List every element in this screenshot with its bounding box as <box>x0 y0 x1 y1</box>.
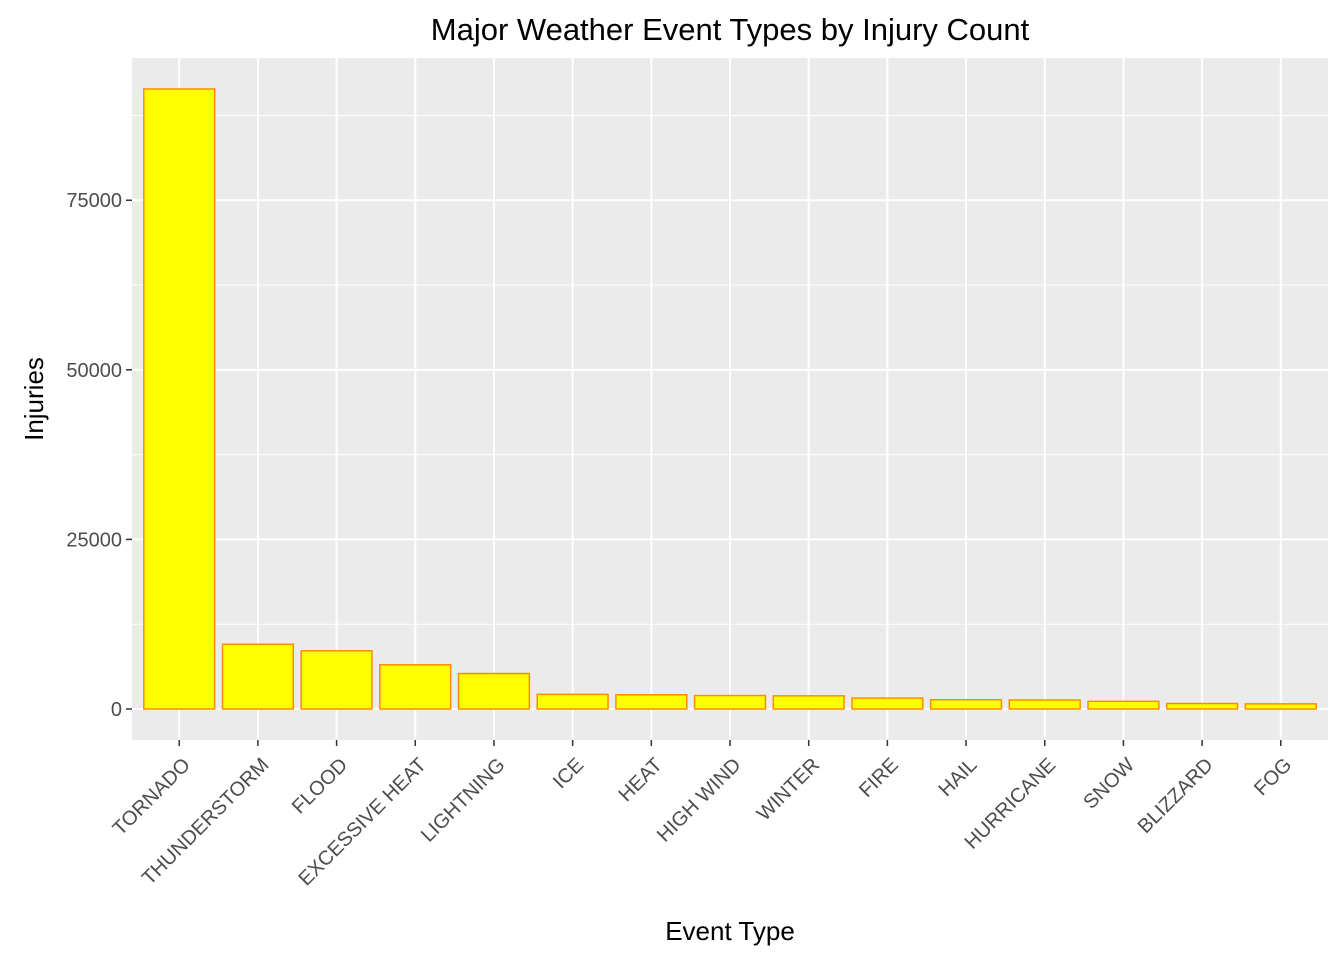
x-tick-label: HIGH WIND <box>653 754 746 847</box>
chart-title: Major Weather Event Types by Injury Coun… <box>431 12 1030 47</box>
y-tick-label: 25000 <box>66 529 122 551</box>
x-tick-label: LIGHTNING <box>417 754 510 847</box>
bar-winter <box>772 695 845 710</box>
bar-high-wind <box>693 694 767 710</box>
x-tick-label: FLOOD <box>288 754 352 818</box>
y-tick-label: 75000 <box>66 190 122 212</box>
bar-ice <box>536 693 609 710</box>
y-axis-title: Injuries <box>19 357 49 441</box>
bars <box>143 88 1317 710</box>
x-tick-label: FOG <box>1250 754 1296 800</box>
y-tick-label: 0 <box>111 699 122 721</box>
y-axis: 0 25000 50000 75000 <box>66 190 132 721</box>
x-tick-label: HAIL <box>935 754 982 801</box>
x-tick-label: FIRE <box>855 754 903 802</box>
bar-flood <box>300 650 373 710</box>
x-tick-label: BLIZZARD <box>1134 754 1218 838</box>
bar-thunderstorm <box>221 643 295 710</box>
bar-hurricane <box>1008 699 1081 710</box>
bar-blizzard <box>1165 702 1239 710</box>
x-tick-label: TORNADO <box>109 754 195 840</box>
x-tick-label: WINTER <box>753 754 824 825</box>
x-tick-label: HEAT <box>615 754 667 806</box>
x-axis-title: Event Type <box>665 916 795 946</box>
bar-tornado <box>143 88 216 710</box>
bar-lightning <box>457 672 531 710</box>
bar-heat <box>615 694 688 710</box>
bar-fog <box>1244 703 1317 710</box>
bar-hail <box>929 698 1003 710</box>
bar-fire <box>851 697 924 710</box>
bar-snow <box>1087 700 1160 710</box>
bar-excessive-heat <box>379 663 452 710</box>
x-tick-label: ICE <box>549 754 588 793</box>
y-tick-label: 50000 <box>66 360 122 382</box>
x-tick-label: SNOW <box>1079 754 1139 814</box>
